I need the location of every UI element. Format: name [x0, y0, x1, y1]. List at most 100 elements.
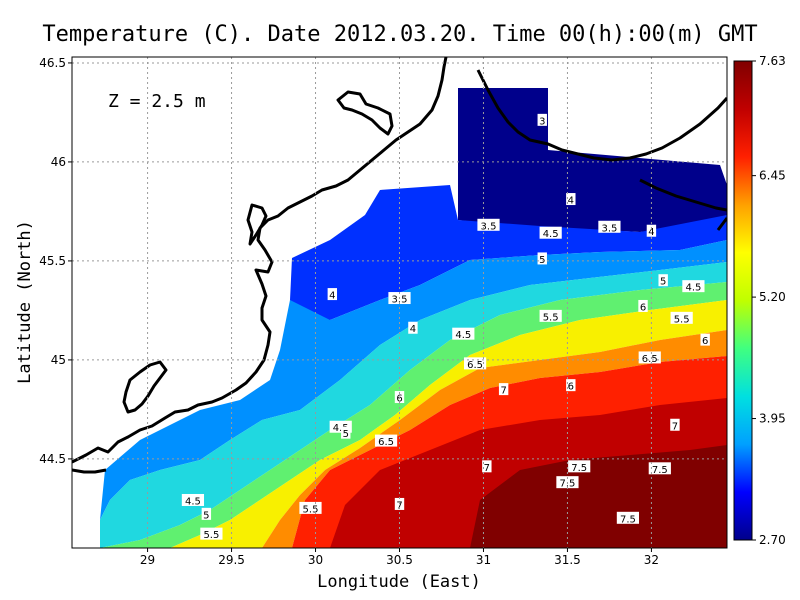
- y-axis-label: Latitude (North): [15, 220, 35, 384]
- contour-label: 3.5: [601, 223, 617, 234]
- x-tick-label: 29: [140, 553, 155, 567]
- contour-label: 6.5: [642, 354, 658, 365]
- contour-label: 6: [702, 336, 708, 347]
- colorbar-tick-label: 6.45: [759, 169, 786, 183]
- contour-label-box: [638, 351, 661, 364]
- contour-label-box: [201, 507, 212, 520]
- y-axis: 44.5 45 45.5 46 46.5: [39, 56, 72, 466]
- grid-lines: [72, 57, 727, 548]
- depth-annotation: Z = 2.5 m: [108, 91, 206, 112]
- contour-label: 5: [203, 510, 209, 521]
- contour-label-box: [568, 460, 591, 473]
- contour-label: 6: [396, 394, 402, 405]
- land-mask-north: [446, 57, 727, 160]
- chart-title: Temperature (C). Date 2012.03.20. Time 0…: [42, 22, 757, 47]
- contour-label: 6.5: [467, 360, 483, 371]
- y-tick-label: 45.5: [39, 254, 66, 268]
- contour-label-box: [616, 511, 640, 524]
- zone-yellow: [170, 300, 727, 548]
- contour-label-box: [537, 252, 547, 265]
- contour-label: 4: [568, 196, 574, 207]
- contour-label: 4: [410, 324, 416, 335]
- x-tick-label: 30: [308, 553, 323, 567]
- contour-label-box: [341, 426, 351, 439]
- coastline-lower: [72, 468, 107, 474]
- y-tick-label: 45: [51, 353, 66, 367]
- contour-label: 4: [329, 291, 335, 302]
- contour-label: 4.5: [543, 229, 559, 240]
- contour-label-box: [638, 299, 648, 312]
- zone-orange: [262, 330, 727, 548]
- contour-label: 3.5: [481, 221, 497, 232]
- contour-label: 4.5: [685, 283, 701, 294]
- contour-label-box: [539, 226, 562, 239]
- contour-label: 3.5: [392, 295, 408, 306]
- contour-label-box: [539, 309, 562, 322]
- contour-label: 5.5: [674, 314, 690, 325]
- contour-label: 7.5: [559, 479, 575, 490]
- contour-label: 7: [396, 500, 402, 511]
- y-tick-label: 46.5: [39, 56, 66, 70]
- zone-cyan: [100, 262, 727, 548]
- contour-label-box: [648, 462, 671, 475]
- contour-label-box: [200, 527, 223, 540]
- contour-label: 7.5: [571, 463, 587, 474]
- contour-label: 5.5: [303, 504, 319, 515]
- contour-label-box: [463, 357, 487, 370]
- contour-label: 5: [660, 277, 666, 288]
- contour-label-box: [482, 460, 492, 473]
- contour-label: 4.5: [333, 423, 349, 434]
- x-axis-label: Longitude (East): [317, 572, 481, 592]
- zone-light-blue: [100, 240, 727, 520]
- land-mask: [72, 57, 446, 462]
- x-tick-label: 32: [644, 553, 659, 567]
- contour-label: 4.5: [185, 496, 201, 507]
- colorbar-tick-label: 7.63: [759, 54, 786, 68]
- contour-label: 7: [500, 386, 506, 397]
- contour-label-box: [566, 193, 576, 206]
- contour-label-box: [670, 418, 680, 431]
- contour-label: 7: [484, 463, 490, 474]
- colorbar-tick-label: 2.70: [759, 533, 786, 547]
- x-axis: 29 29.5 30 30.5 31 31.5 32: [140, 548, 659, 567]
- y-tick-label: 44.5: [39, 452, 66, 466]
- x-tick-label: 31.5: [554, 553, 581, 567]
- island-shape: [336, 90, 394, 136]
- contour-label-box: [646, 224, 657, 237]
- contour-label: 3: [539, 116, 545, 127]
- contour-label: 4.5: [455, 330, 471, 341]
- contour-label-box: [374, 434, 398, 447]
- contour-label-box: [498, 383, 509, 396]
- spit-shape: [639, 178, 727, 212]
- colorbar: [733, 60, 753, 541]
- x-tick-label: 30.5: [386, 553, 413, 567]
- zone-cold-deep: [458, 76, 727, 232]
- y-tick-label: 46: [51, 155, 66, 169]
- colorbar-tick-label: 3.95: [759, 412, 786, 426]
- contour-label: 5.5: [203, 530, 219, 541]
- contour-label: 6.5: [378, 437, 394, 448]
- contour-label: 5.5: [543, 312, 559, 323]
- contour-label: 6: [640, 302, 646, 313]
- contour-label-box: [682, 280, 705, 293]
- contour-label: 7.5: [620, 514, 636, 525]
- contour-label-box: [658, 274, 668, 287]
- contour-label: 7: [672, 421, 678, 432]
- contour-label-box: [700, 333, 710, 346]
- contour-label-box: [477, 218, 500, 231]
- colorbar-tick-label: 5.20: [759, 290, 786, 304]
- contour-label: 7.5: [652, 465, 668, 476]
- coastline-west: [72, 57, 448, 464]
- x-tick-label: 31: [476, 553, 491, 567]
- contour-label-box: [566, 379, 576, 392]
- x-tick-label: 29.5: [218, 553, 245, 567]
- contour-label: 6: [568, 382, 574, 393]
- contour-label-box: [598, 220, 621, 233]
- lake-shape: [122, 360, 168, 414]
- coastline: [72, 57, 727, 474]
- colorbar-ticks: 2.70 3.95 5.20 6.45 7.63: [752, 54, 786, 547]
- contour-label: 5: [343, 429, 349, 440]
- contour-label-box: [299, 501, 322, 514]
- contour-label-box: [181, 493, 205, 506]
